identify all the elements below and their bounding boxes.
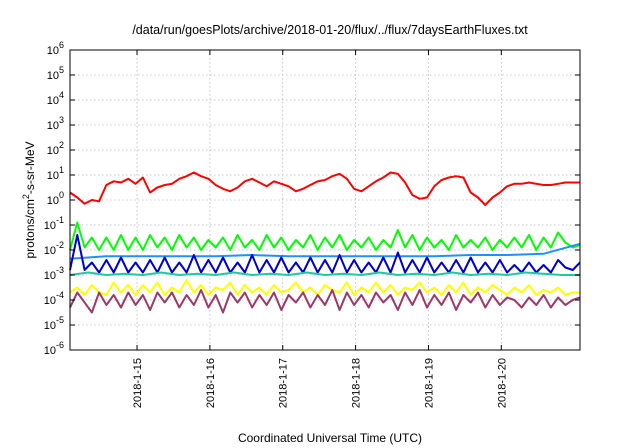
x-axis-label: Coordinated Universal Time (UTC)	[238, 431, 422, 445]
y-tick-base: 10	[44, 270, 56, 282]
y-tick-base: 10	[44, 295, 56, 307]
y-tick-label: 10-6	[44, 340, 64, 357]
grid	[70, 50, 580, 350]
series-line-3	[69, 234, 581, 274]
y-tick-base: 10	[47, 45, 59, 57]
y-tick-label: 103	[47, 115, 64, 132]
x-tick-label: 2018-1-15	[132, 358, 144, 408]
y-tick-exp: 5	[59, 65, 64, 75]
x-tick-label: 2018-1-19	[423, 358, 435, 408]
x-tick-label: 2018-1-17	[278, 358, 290, 408]
y-tick-base: 10	[47, 95, 59, 107]
y-tick-label: 10-3	[44, 265, 64, 282]
series-group	[69, 171, 581, 314]
y-axis-label: protons/cm2-s-sr-MeV	[21, 141, 37, 258]
y-tick-exp: 1	[59, 165, 64, 175]
x-tick-label: 2018-1-16	[205, 358, 217, 408]
y-tick-label: 102	[47, 140, 64, 157]
series-line-2	[69, 242, 581, 260]
y-tick-label: 105	[47, 65, 64, 82]
y-axis-ticks: 10-610-510-410-310-210-11001011021031041…	[44, 40, 580, 357]
y-tick-exp: 3	[59, 115, 64, 125]
y-tick-base: 10	[44, 345, 56, 357]
y-tick-exp: -6	[56, 340, 64, 350]
y-tick-label: 10-2	[44, 240, 64, 257]
y-tick-exp: 0	[59, 190, 64, 200]
y-tick-base: 10	[44, 320, 56, 332]
series-line-5	[69, 279, 580, 296]
y-tick-label: 100	[47, 190, 64, 207]
y-tick-label: 101	[47, 165, 64, 182]
y-tick-label: 104	[47, 90, 64, 107]
x-tick-label: 2018-1-20	[496, 358, 508, 408]
y-tick-base: 10	[47, 145, 59, 157]
y-tick-exp: -4	[56, 290, 64, 300]
series-line-1	[69, 221, 581, 251]
y-tick-label: 10-1	[44, 215, 64, 232]
y-tick-label: 106	[47, 40, 64, 57]
y-tick-exp: 4	[59, 90, 64, 100]
y-tick-base: 10	[44, 220, 56, 232]
y-tick-exp: -2	[56, 240, 64, 250]
y-axis-label-suffix: -s-sr-MeV	[23, 141, 37, 194]
y-tick-exp: 6	[59, 40, 64, 50]
series-line-4	[69, 271, 580, 276]
y-tick-exp: -5	[56, 315, 64, 325]
y-tick-base: 10	[47, 195, 59, 207]
y-tick-label: 10-5	[44, 315, 64, 332]
series-line-0	[69, 171, 580, 206]
y-tick-base: 10	[47, 120, 59, 132]
y-tick-label: 10-4	[44, 290, 64, 307]
y-tick-base: 10	[47, 170, 59, 182]
y-axis-label-sup: 2	[21, 194, 31, 199]
x-axis-ticks: 2018-1-15 2018-1-16 2018-1-17 2018-1-18 2018…	[132, 50, 508, 408]
series-line-6	[69, 289, 581, 314]
chart-title: /data/run/goesPlots/archive/2018-01-20/f…	[132, 23, 528, 37]
y-tick-exp: -3	[56, 265, 64, 275]
y-tick-exp: -1	[56, 215, 64, 225]
y-axis-label-prefix: protons/cm	[23, 199, 37, 258]
y-tick-base: 10	[47, 70, 59, 82]
y-tick-exp: 2	[59, 140, 64, 150]
x-tick-label: 2018-1-18	[351, 358, 363, 408]
y-tick-base: 10	[44, 245, 56, 257]
